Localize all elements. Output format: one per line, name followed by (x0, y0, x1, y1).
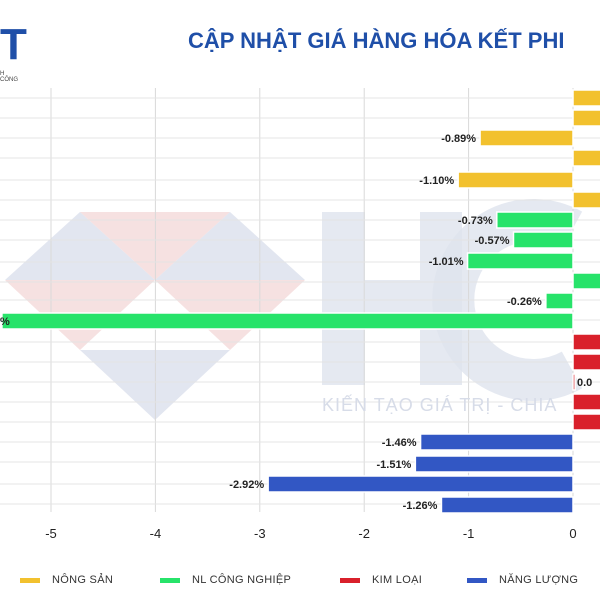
bar (267, 475, 574, 493)
legend-label: NÔNG SẢN (52, 574, 114, 586)
bars (1, 89, 600, 514)
bar (572, 353, 600, 371)
bar (440, 496, 574, 514)
legend-label: NĂNG LƯỢNG (499, 574, 579, 586)
data-label: -1.10% (419, 175, 454, 187)
bar (457, 171, 574, 189)
watermark-text: KIẾN TẠO GIÁ TRỊ - CHIA (322, 395, 558, 415)
legend-label: NL CÔNG NGHIỆP (192, 574, 292, 586)
bar (496, 211, 574, 229)
bar (572, 191, 600, 209)
bar (572, 272, 600, 290)
data-label: -1.51% (376, 459, 411, 471)
data-labels: -0.89% -1.10% -0.73% -0.57% -1.01% -0.26%% 0.0… (0, 133, 592, 512)
legend-swatch (467, 577, 487, 583)
x-tick-label: -5 (45, 526, 57, 541)
watermark-shape (5, 212, 155, 280)
bar (572, 149, 600, 167)
logo-subtitle: H CÔNG (0, 71, 18, 83)
data-label: -1.01% (429, 256, 464, 268)
data-label: % (0, 316, 10, 328)
logo-mark: T (0, 20, 27, 69)
x-tick-label: 0 (569, 526, 576, 541)
legend-swatch (160, 577, 180, 583)
chart-title: CẬP NHẬT GIÁ HÀNG HÓA KẾT PHI (188, 28, 565, 53)
bar (572, 89, 600, 107)
legend-item-nl-cong-nghiep: NL CÔNG NGHIỆP (160, 574, 291, 586)
legend-label: KIM LOẠI (372, 574, 423, 586)
x-tick-label: -1 (463, 526, 475, 541)
bar (414, 455, 574, 473)
legend-item-nang-luong: NĂNG LƯỢNG (467, 574, 578, 586)
bar (572, 109, 600, 127)
data-label: -0.26% (507, 296, 542, 308)
bar (419, 433, 574, 451)
legend-swatch (340, 577, 360, 583)
bar (1, 312, 574, 330)
data-label: 0.0 (577, 377, 592, 389)
bar (572, 373, 576, 391)
data-label: -1.46% (382, 437, 417, 449)
legend-item-nong-san: NÔNG SẢN (20, 574, 113, 586)
data-label: -1.26% (403, 500, 438, 512)
data-label: -0.73% (458, 215, 493, 227)
bar (545, 292, 574, 310)
x-axis-ticks: -5 -4 -3 -2 -1 0 (45, 526, 576, 541)
bar (512, 231, 574, 249)
x-tick-label: -4 (150, 526, 162, 541)
data-label: -2.92% (229, 479, 264, 491)
bar (572, 413, 600, 431)
bar (572, 393, 600, 411)
bar (466, 252, 574, 270)
x-tick-label: -3 (254, 526, 266, 541)
legend-item-kim-loai: KIM LOẠI (340, 574, 422, 586)
watermark-shape (155, 212, 305, 280)
bar (572, 333, 600, 351)
data-label: -0.89% (441, 133, 476, 145)
data-label: -0.57% (475, 235, 510, 247)
legend-swatch (20, 577, 40, 583)
bar (479, 129, 574, 147)
x-tick-label: -2 (358, 526, 370, 541)
legend: NÔNG SẢN NL CÔNG NGHIỆP KIM LOẠI NĂNG LƯ… (0, 574, 600, 594)
